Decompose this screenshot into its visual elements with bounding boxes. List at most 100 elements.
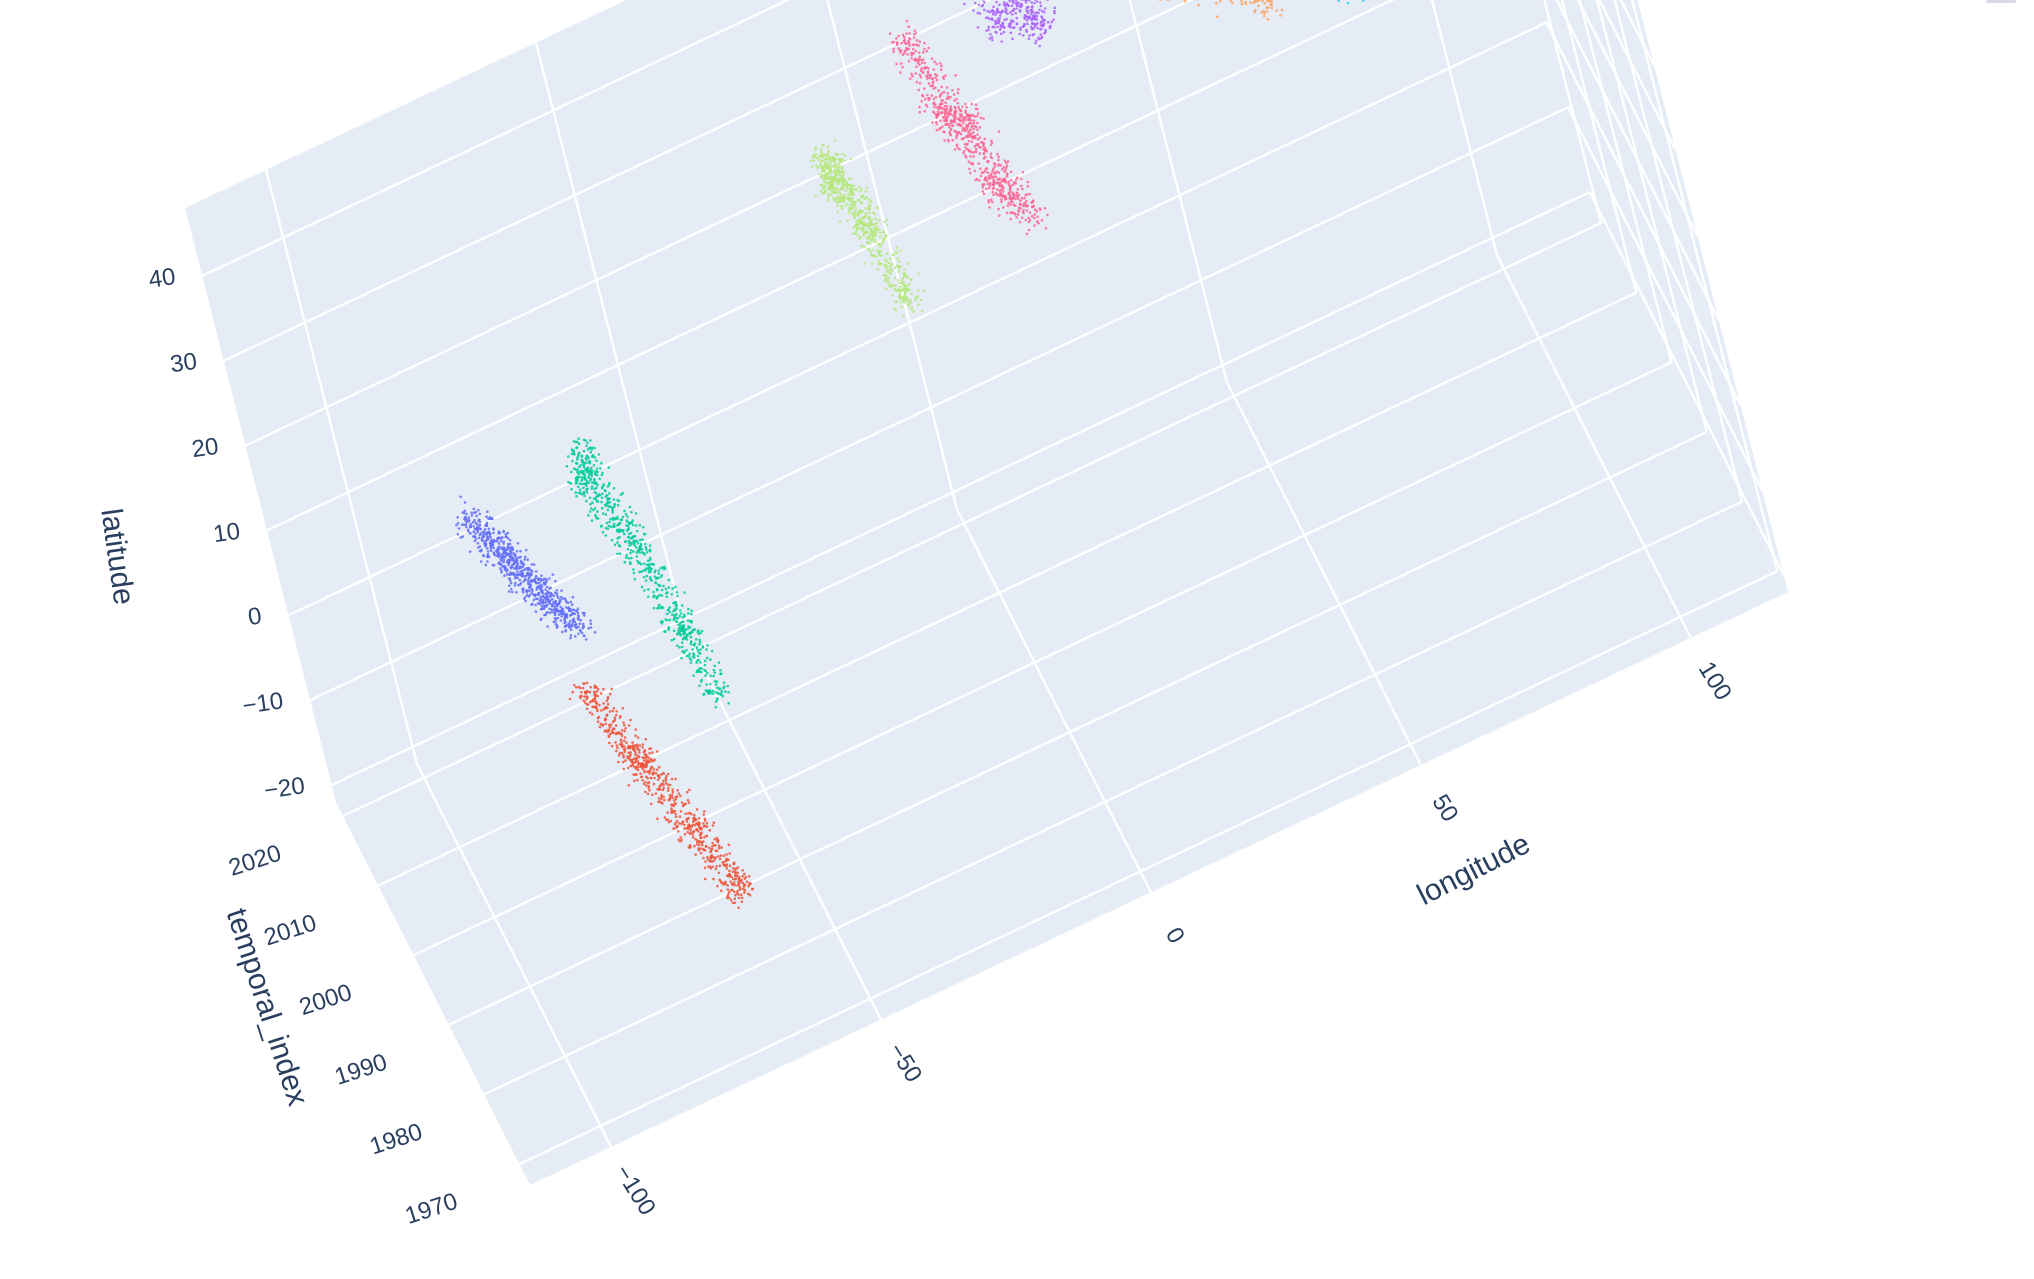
- data-point: [615, 724, 618, 727]
- data-point: [970, 103, 973, 106]
- data-point: [983, 148, 986, 151]
- data-point: [629, 753, 632, 756]
- data-point: [889, 266, 892, 269]
- data-point: [1000, 192, 1003, 195]
- data-point: [514, 582, 517, 585]
- data-point: [1035, 23, 1038, 26]
- data-point: [927, 47, 930, 50]
- data-point: [910, 278, 913, 281]
- data-point: [871, 233, 874, 236]
- data-point: [611, 539, 614, 542]
- data-point: [502, 530, 505, 533]
- data-point: [972, 155, 975, 158]
- data-point: [900, 42, 903, 45]
- data-point: [983, 157, 986, 160]
- data-point: [514, 584, 517, 587]
- data-point: [703, 693, 706, 696]
- data-point: [540, 619, 543, 622]
- data-point: [522, 566, 525, 569]
- data-point: [588, 472, 591, 475]
- data-point: [954, 130, 957, 133]
- data-point: [700, 852, 703, 855]
- data-point: [969, 172, 972, 175]
- data-point: [720, 690, 723, 693]
- data-point: [986, 180, 989, 183]
- data-point: [939, 62, 942, 65]
- data-point: [1004, 177, 1007, 180]
- data-point: [992, 194, 995, 197]
- data-point: [1039, 207, 1042, 210]
- data-point: [911, 52, 914, 55]
- data-point: [939, 94, 942, 97]
- data-point: [903, 272, 906, 275]
- data-point: [825, 166, 828, 169]
- data-point: [713, 669, 716, 672]
- data-point: [601, 497, 604, 500]
- data-point: [842, 173, 845, 176]
- data-point: [506, 573, 509, 576]
- data-point: [897, 279, 900, 282]
- data-point: [714, 844, 717, 847]
- data-point: [564, 625, 567, 628]
- data-point: [533, 563, 536, 566]
- data-point: [564, 614, 567, 617]
- data-point: [625, 524, 628, 527]
- data-point: [954, 106, 957, 109]
- data-point: [521, 572, 524, 575]
- data-point: [636, 779, 639, 782]
- data-point: [917, 272, 920, 275]
- data-point: [575, 627, 578, 630]
- data-point: [979, 167, 982, 170]
- data-point: [620, 529, 623, 532]
- data-point: [712, 675, 715, 678]
- data-point: [693, 653, 696, 656]
- data-point: [704, 878, 707, 881]
- data-point: [954, 121, 957, 124]
- data-point: [619, 752, 622, 755]
- data-point: [976, 108, 979, 111]
- data-point: [848, 206, 851, 209]
- data-point: [716, 850, 719, 853]
- data-point: [679, 836, 682, 839]
- data-point: [649, 544, 652, 547]
- data-point: [583, 612, 586, 615]
- data-point: [908, 32, 911, 35]
- data-point: [548, 602, 551, 605]
- data-point: [635, 546, 638, 549]
- data-point: [597, 720, 600, 723]
- data-point: [915, 32, 918, 35]
- data-point: [931, 85, 934, 88]
- data-point: [892, 253, 895, 256]
- data-point: [529, 575, 532, 578]
- data-point: [1018, 209, 1021, 212]
- data-point: [542, 579, 545, 582]
- data-point: [810, 159, 813, 162]
- data-point: [676, 644, 679, 647]
- data-point: [820, 154, 823, 157]
- data-point: [848, 178, 851, 181]
- data-point: [940, 65, 943, 68]
- data-point: [718, 687, 721, 690]
- data-point: [680, 612, 683, 615]
- data-point: [736, 874, 739, 877]
- data-point: [531, 563, 534, 566]
- data-point: [996, 182, 999, 185]
- data-point: [720, 854, 723, 857]
- data-point: [890, 269, 893, 272]
- data-point: [579, 488, 582, 491]
- data-point: [1003, 31, 1006, 34]
- data-point: [519, 583, 522, 586]
- data-point: [523, 563, 526, 566]
- data-point: [677, 839, 680, 842]
- data-point: [698, 643, 701, 646]
- data-point: [993, 175, 996, 178]
- data-point: [630, 542, 633, 545]
- data-point: [538, 592, 541, 595]
- data-point: [988, 18, 991, 21]
- data-point: [590, 622, 593, 625]
- data-point: [671, 613, 674, 616]
- data-point: [675, 796, 678, 799]
- data-point: [679, 609, 682, 612]
